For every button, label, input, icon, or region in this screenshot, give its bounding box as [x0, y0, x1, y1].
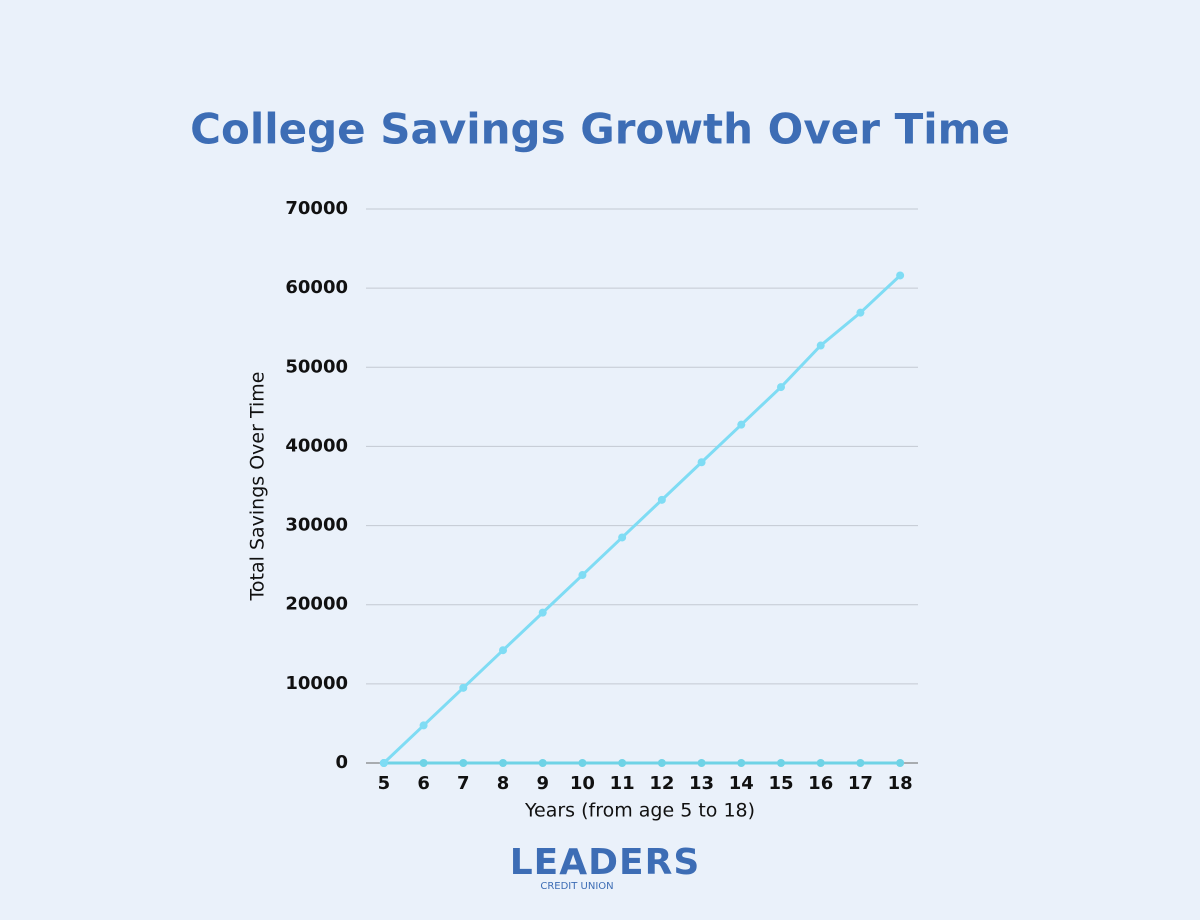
data-point: [737, 420, 746, 429]
data-point: [657, 495, 666, 504]
data-point: [419, 759, 428, 767]
data-point: [856, 759, 865, 767]
x-tick-label: 10: [570, 773, 595, 794]
y-tick-label: 30000: [285, 515, 348, 536]
x-tick-label: 12: [649, 773, 674, 794]
x-tick-label: 14: [729, 773, 754, 794]
series-line: [382, 274, 902, 765]
data-point: [697, 759, 706, 767]
data-point: [499, 759, 508, 767]
data-point: [379, 759, 388, 767]
y-tick-label: 20000: [285, 594, 348, 615]
y-tick-label: 0: [335, 752, 348, 773]
data-point: [896, 271, 905, 280]
data-point: [737, 759, 746, 767]
x-tick-label: 7: [457, 773, 470, 794]
y-tick-label: 60000: [285, 277, 348, 298]
data-point: [697, 458, 706, 467]
x-tick-label: 16: [808, 773, 833, 794]
data-point: [538, 759, 547, 767]
data-point: [896, 759, 905, 767]
data-point: [578, 759, 587, 767]
x-tick-label: 11: [610, 773, 635, 794]
data-point: [419, 721, 428, 730]
x-tick-label: 5: [378, 773, 391, 794]
x-tick-label: 17: [848, 773, 873, 794]
y-tick-label: 50000: [285, 356, 348, 377]
data-point: [856, 308, 865, 317]
data-point: [657, 759, 666, 767]
y-tick-label: 40000: [285, 435, 348, 456]
data-point: [618, 759, 627, 767]
data-point: [459, 683, 468, 692]
x-tick-label: 13: [689, 773, 714, 794]
y-tick-label: 70000: [285, 198, 348, 219]
y-tick-label: 10000: [285, 673, 348, 694]
chart-title: College Savings Growth Over Time: [190, 105, 1010, 154]
x-tick-label: 18: [888, 773, 913, 794]
x-tick-label: 15: [768, 773, 793, 794]
data-point: [816, 759, 825, 767]
x-tick-label: 6: [417, 773, 430, 794]
data-point: [776, 759, 785, 767]
data-point: [459, 759, 468, 767]
y-axis-label: Total Savings Over Time: [247, 372, 269, 602]
logo-name: LEADERS: [510, 842, 701, 883]
logo-tagline: CREDIT UNION: [540, 881, 613, 892]
x-tick-label: 9: [536, 773, 549, 794]
data-point: [538, 608, 547, 617]
data-point: [816, 341, 825, 350]
x-axis-label: Years (from age 5 to 18): [524, 800, 755, 822]
x-tick-label: 8: [497, 773, 510, 794]
data-point: [578, 571, 587, 580]
data-point: [499, 646, 508, 655]
data-point: [776, 383, 785, 392]
data-point: [618, 533, 627, 542]
